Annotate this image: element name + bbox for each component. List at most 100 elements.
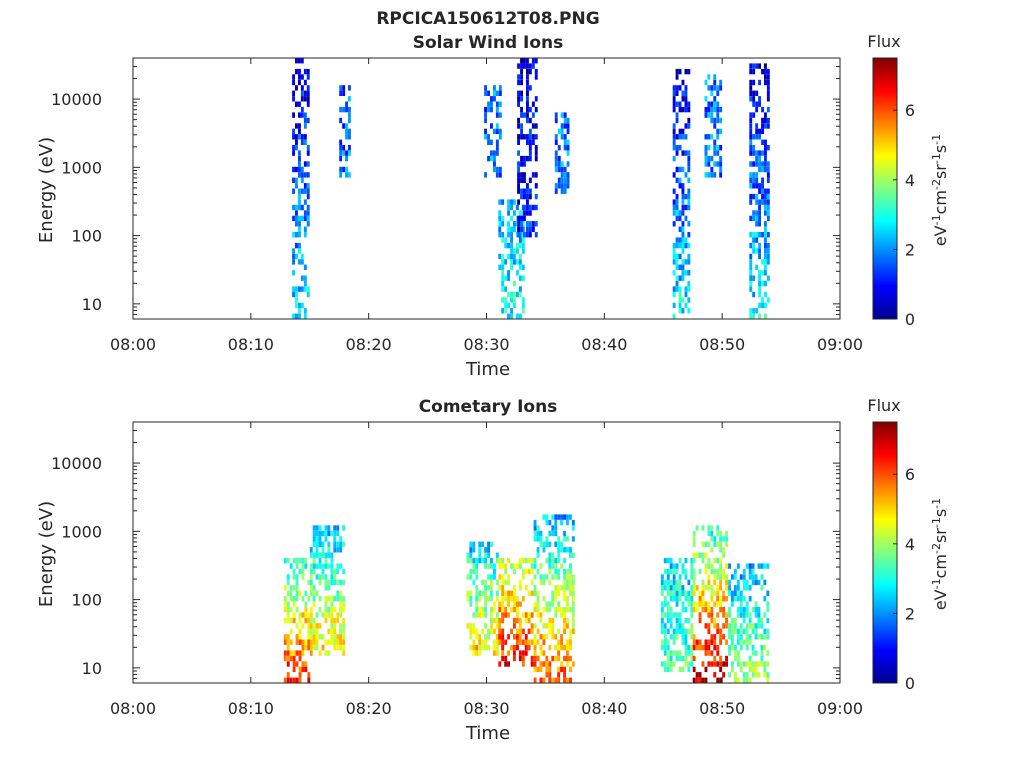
heatmap-cell bbox=[292, 596, 296, 602]
heatmap-cell bbox=[536, 552, 540, 558]
heatmap-cell bbox=[510, 628, 513, 634]
heatmap-cell bbox=[475, 574, 479, 580]
heatmap-cell bbox=[498, 628, 502, 634]
heatmap-cell bbox=[490, 557, 493, 564]
heatmap-cell bbox=[510, 308, 513, 314]
heatmap-cell bbox=[298, 259, 301, 265]
heatmap-cell bbox=[309, 547, 313, 553]
heatmap-cell bbox=[513, 248, 516, 254]
heatmap-cell bbox=[533, 525, 537, 531]
heatmap-cell bbox=[566, 601, 569, 607]
heatmap-cell bbox=[742, 661, 746, 667]
heatmap-cell bbox=[490, 606, 493, 613]
heatmap-cell bbox=[554, 155, 558, 162]
heatmap-cell bbox=[504, 612, 508, 618]
heatmap-cell bbox=[739, 644, 743, 651]
heatmap-cell bbox=[752, 63, 756, 69]
heatmap-cell bbox=[563, 579, 566, 586]
heatmap-cell bbox=[533, 661, 537, 667]
heatmap-cell bbox=[304, 644, 308, 651]
heatmap-cell bbox=[557, 644, 561, 651]
heatmap-cell bbox=[733, 650, 737, 656]
heatmap-cell bbox=[315, 644, 319, 651]
heatmap-cell bbox=[554, 655, 558, 662]
heatmap-cell bbox=[560, 541, 563, 547]
heatmap-cell bbox=[286, 590, 290, 596]
heatmap-cell bbox=[704, 601, 708, 607]
heatmap-cell bbox=[292, 74, 295, 80]
heatmap-cell bbox=[475, 563, 479, 569]
heatmap-cell bbox=[554, 596, 558, 602]
x-tick-label: 09:00 bbox=[817, 699, 863, 718]
heatmap-cell bbox=[675, 617, 679, 624]
heatmap-cell bbox=[330, 639, 334, 645]
heatmap-cell bbox=[672, 574, 676, 580]
heatmap-cell bbox=[704, 666, 708, 673]
heatmap-cell bbox=[742, 628, 746, 634]
heatmap-cell bbox=[684, 574, 688, 580]
heatmap-cell bbox=[736, 579, 740, 586]
heatmap-cell bbox=[766, 74, 770, 80]
heatmap-cell bbox=[764, 280, 767, 287]
heatmap-cell bbox=[675, 134, 679, 140]
heatmap-cell bbox=[675, 166, 679, 173]
heatmap-cell bbox=[306, 101, 310, 107]
heatmap-cell bbox=[339, 612, 343, 618]
heatmap-cell bbox=[663, 661, 667, 667]
heatmap-cell bbox=[526, 232, 529, 238]
heatmap-cell bbox=[749, 183, 753, 189]
heatmap-cell bbox=[533, 530, 537, 537]
heatmap-cell bbox=[333, 628, 337, 634]
heatmap-cell bbox=[536, 601, 540, 607]
heatmap-cell bbox=[731, 634, 734, 640]
heatmap-cell bbox=[530, 623, 534, 629]
heatmap-cell bbox=[554, 530, 558, 537]
heatmap-cell bbox=[472, 568, 476, 575]
heatmap-cell bbox=[539, 536, 543, 542]
heatmap-cell bbox=[749, 128, 753, 135]
heatmap-cell bbox=[306, 85, 310, 91]
heatmap-cell bbox=[510, 237, 513, 243]
heatmap-cell bbox=[554, 139, 558, 145]
heatmap-cell bbox=[327, 612, 331, 618]
heatmap-cell bbox=[318, 596, 322, 602]
heatmap-cell bbox=[469, 601, 473, 607]
heatmap-cell bbox=[704, 644, 708, 651]
heatmap-cell bbox=[672, 242, 676, 249]
heatmap-cell bbox=[739, 623, 743, 629]
heatmap-cell bbox=[295, 574, 299, 580]
heatmap-cell bbox=[669, 666, 673, 673]
heatmap-cell bbox=[342, 639, 346, 645]
heatmap-cell bbox=[704, 568, 708, 575]
colorbar-tick-label: 0 bbox=[905, 674, 915, 693]
heatmap-cell bbox=[764, 145, 767, 151]
heatmap-cell bbox=[687, 280, 691, 287]
heatmap-cell bbox=[333, 639, 337, 645]
heatmap-cell bbox=[300, 188, 304, 194]
heatmap-cell bbox=[704, 134, 708, 140]
heatmap-cell bbox=[754, 606, 758, 613]
heatmap-cell bbox=[754, 601, 758, 607]
heatmap-cell bbox=[504, 563, 508, 569]
heatmap-cell bbox=[672, 568, 676, 575]
heatmap-cell bbox=[690, 655, 694, 662]
heatmap-cell bbox=[330, 634, 334, 640]
heatmap-cell bbox=[501, 601, 505, 607]
heatmap-cell bbox=[339, 85, 343, 91]
heatmap-cell bbox=[342, 579, 346, 586]
heatmap-cell bbox=[766, 172, 770, 178]
heatmap-cell bbox=[764, 248, 767, 254]
heatmap-cell bbox=[513, 280, 516, 287]
heatmap-cell bbox=[510, 248, 513, 254]
heatmap-cell bbox=[295, 232, 298, 238]
heatmap-cell bbox=[554, 644, 558, 651]
heatmap-cell bbox=[501, 634, 505, 640]
heatmap-cell bbox=[675, 237, 679, 243]
heatmap-cell bbox=[501, 655, 505, 662]
heatmap-cell bbox=[487, 90, 490, 96]
heatmap-cell bbox=[684, 90, 688, 96]
heatmap-cell bbox=[498, 557, 502, 564]
heatmap-cell bbox=[517, 161, 520, 167]
heatmap-cell bbox=[318, 541, 322, 547]
heatmap-cell bbox=[533, 606, 537, 613]
